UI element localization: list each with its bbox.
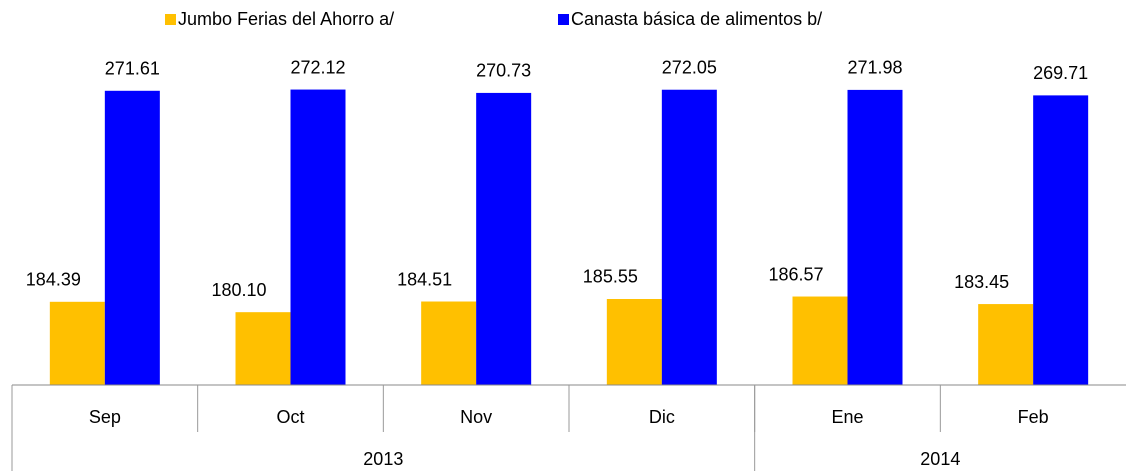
bar <box>104 90 160 386</box>
value-label: 271.98 <box>847 58 902 78</box>
value-label: 185.55 <box>583 267 638 287</box>
bar <box>792 296 848 385</box>
value-label: 270.73 <box>476 61 531 81</box>
bar <box>290 89 346 386</box>
value-label: 184.39 <box>26 270 81 290</box>
value-label: 184.51 <box>397 269 452 289</box>
bar <box>661 89 717 385</box>
group-label: 2013 <box>363 449 403 469</box>
x-tick-label: Dic <box>649 407 675 427</box>
legend-label: Jumbo Ferias del Ahorro a/ <box>178 9 394 29</box>
value-label: 272.12 <box>290 57 345 77</box>
x-tick-label: Feb <box>1018 407 1049 427</box>
value-label: 269.71 <box>1033 63 1088 83</box>
bar <box>476 92 532 386</box>
bar <box>235 312 291 385</box>
value-label: 271.61 <box>105 59 160 79</box>
x-tick-label: Sep <box>89 407 121 427</box>
x-tick-label: Ene <box>831 407 863 427</box>
bar <box>1033 95 1089 386</box>
x-tick-label: Oct <box>276 407 304 427</box>
legend-swatch <box>165 14 176 25</box>
group-label: 2014 <box>920 449 960 469</box>
bar <box>49 301 105 385</box>
legend-label: Canasta básica de alimentos b/ <box>571 9 822 29</box>
x-tick-label: Nov <box>460 407 492 427</box>
value-label: 186.57 <box>768 264 823 284</box>
bar <box>847 89 903 385</box>
legend-swatch <box>558 14 569 25</box>
bar <box>421 301 477 385</box>
value-label: 183.45 <box>954 272 1009 292</box>
value-label: 272.05 <box>662 57 717 77</box>
value-label: 180.10 <box>211 280 266 300</box>
bar <box>978 304 1034 385</box>
bar <box>606 298 662 385</box>
